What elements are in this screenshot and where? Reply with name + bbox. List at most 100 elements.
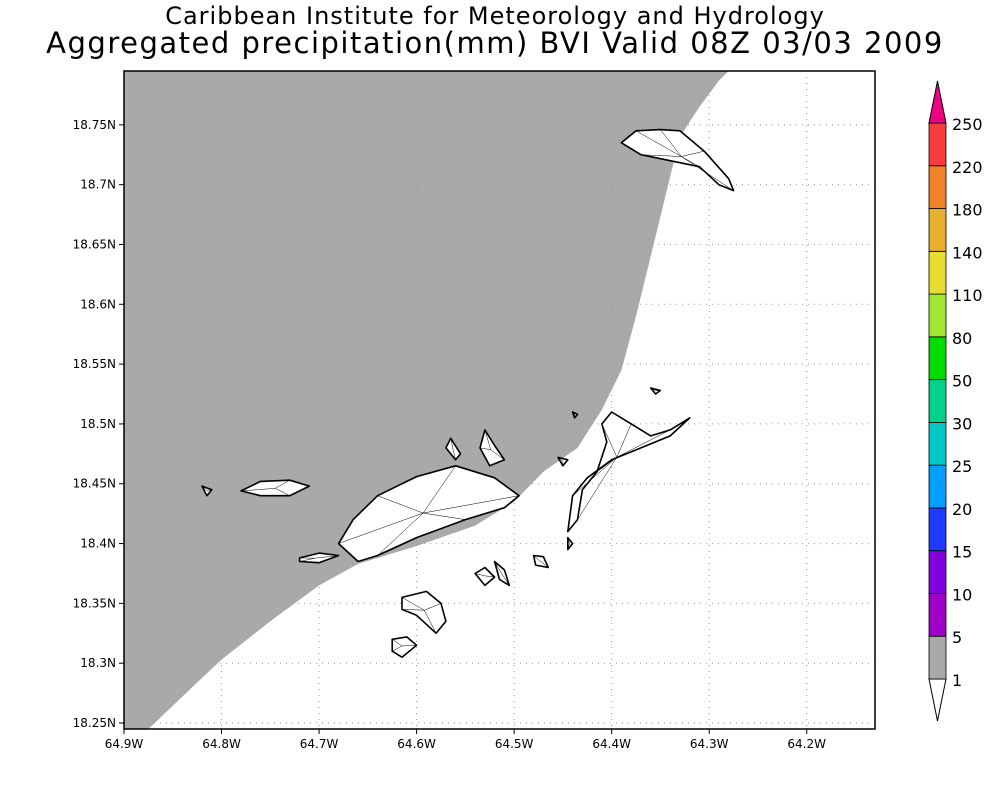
colorbar-bin bbox=[928, 635, 947, 680]
district-boundary bbox=[660, 129, 682, 157]
district-boundary bbox=[241, 488, 276, 492]
colorbar-top-triangle bbox=[928, 80, 947, 124]
district-boundary bbox=[392, 639, 403, 647]
district-boundary bbox=[540, 561, 549, 568]
district-boundary bbox=[567, 537, 570, 544]
colorbar-bin bbox=[928, 464, 947, 509]
district-boundary bbox=[401, 597, 425, 611]
district-boundary bbox=[452, 449, 456, 460]
district-boundary bbox=[533, 555, 541, 562]
lat-tick-label: 18.25N bbox=[73, 716, 116, 730]
colorbar-label: 25 bbox=[952, 457, 972, 476]
district-boundary bbox=[315, 555, 339, 559]
lon-tick-label: 64.3W bbox=[690, 737, 729, 751]
colorbar-label: 110 bbox=[952, 286, 983, 305]
district-boundary bbox=[392, 645, 403, 652]
district-boundary bbox=[377, 495, 424, 514]
lat-tick-label: 18.45N bbox=[73, 477, 116, 491]
district-boundary bbox=[401, 609, 425, 611]
district-boundary bbox=[572, 457, 618, 496]
district-boundary bbox=[275, 479, 290, 489]
lat-tick-label: 18.5N bbox=[80, 417, 116, 431]
precip-region bbox=[124, 71, 729, 729]
colorbar-label: 10 bbox=[952, 585, 972, 604]
colorbar-bin bbox=[928, 507, 947, 552]
district-boundary bbox=[681, 156, 700, 167]
district-boundary bbox=[422, 465, 456, 514]
district-boundary bbox=[450, 438, 454, 450]
district-boundary bbox=[601, 423, 618, 458]
colorbar-bin bbox=[928, 122, 947, 167]
district-boundary bbox=[484, 575, 495, 578]
lon-tick-label: 64.5W bbox=[495, 737, 534, 751]
colorbar-label: 220 bbox=[952, 158, 983, 177]
district-boundary bbox=[577, 457, 618, 520]
district-boundary bbox=[401, 645, 417, 647]
island-outline bbox=[391, 636, 418, 658]
district-boundary bbox=[424, 610, 437, 634]
lat-tick-label: 18.35N bbox=[73, 596, 116, 610]
colorbar-bin bbox=[928, 421, 947, 466]
district-boundary bbox=[567, 543, 570, 550]
colorbar-bin bbox=[928, 336, 947, 381]
colorbar-bin bbox=[928, 593, 947, 637]
lat-tick-label: 18.4N bbox=[80, 537, 116, 551]
colorbar-label: 50 bbox=[952, 372, 972, 391]
colorbar-bin bbox=[928, 293, 947, 338]
map-axes: 18.75N 18.7N 18.65N 18.6N 18.55N 18.5N 18.45N 1… bbox=[73, 118, 826, 751]
district-boundary bbox=[377, 512, 424, 556]
island-outline bbox=[401, 590, 447, 635]
island-outline bbox=[240, 479, 311, 497]
colorbar-bin bbox=[928, 379, 947, 423]
district-boundary bbox=[640, 154, 682, 157]
district-boundary bbox=[479, 447, 491, 451]
map-frame bbox=[123, 70, 876, 730]
colorbar-label: 140 bbox=[952, 243, 983, 262]
island-outline bbox=[620, 128, 735, 192]
colorbar-label: 5 bbox=[952, 628, 962, 647]
lon-tick-label: 64.4W bbox=[592, 737, 631, 751]
lat-tick-label: 18.65N bbox=[73, 237, 116, 251]
island-outline bbox=[479, 429, 506, 467]
district-boundary bbox=[635, 130, 682, 157]
lon-tick-label: 64.8W bbox=[202, 737, 241, 751]
district-boundary bbox=[616, 435, 671, 458]
district-boundary bbox=[484, 429, 491, 450]
district-boundary bbox=[275, 488, 290, 496]
colorbar-label: 20 bbox=[952, 500, 972, 519]
district-boundary bbox=[596, 456, 617, 472]
district-boundary bbox=[490, 449, 505, 461]
district-boundary bbox=[681, 150, 705, 157]
district-boundary bbox=[201, 485, 208, 491]
colorbar-bin bbox=[928, 250, 947, 295]
district-boundary bbox=[338, 512, 424, 544]
district-boundary bbox=[424, 603, 442, 611]
lat-tick-label: 18.6N bbox=[80, 297, 116, 311]
colorbar-bin bbox=[928, 550, 947, 594]
colorbar-label: 1 bbox=[952, 671, 962, 690]
map-plot-area bbox=[123, 70, 876, 730]
colorbar-bin bbox=[928, 208, 947, 252]
lat-tick-label: 18.55N bbox=[73, 357, 116, 371]
colorbar-label: 80 bbox=[952, 329, 972, 348]
district-boundary bbox=[423, 495, 520, 514]
district-boundary bbox=[616, 429, 671, 458]
district-boundary bbox=[475, 573, 485, 577]
colorbar-label: 250 bbox=[952, 115, 983, 134]
district-boundary bbox=[557, 457, 564, 462]
district-boundary bbox=[299, 557, 316, 562]
district-boundary bbox=[616, 423, 632, 458]
title-line-1: Caribbean Institute for Meteorology and … bbox=[165, 2, 825, 30]
district-boundary bbox=[650, 387, 656, 392]
lat-tick-label: 18.75N bbox=[73, 118, 116, 132]
colorbar-bottom-triangle bbox=[928, 678, 947, 722]
island-outline bbox=[567, 536, 574, 551]
district-boundary bbox=[572, 411, 576, 415]
district-boundary bbox=[681, 156, 734, 191]
lon-tick-label: 64.6W bbox=[397, 737, 436, 751]
lon-tick-label: 64.2W bbox=[787, 737, 826, 751]
district-boundary bbox=[501, 573, 510, 586]
title-line-2: Aggregated precipitation(mm) BVI Valid 0… bbox=[46, 26, 944, 60]
